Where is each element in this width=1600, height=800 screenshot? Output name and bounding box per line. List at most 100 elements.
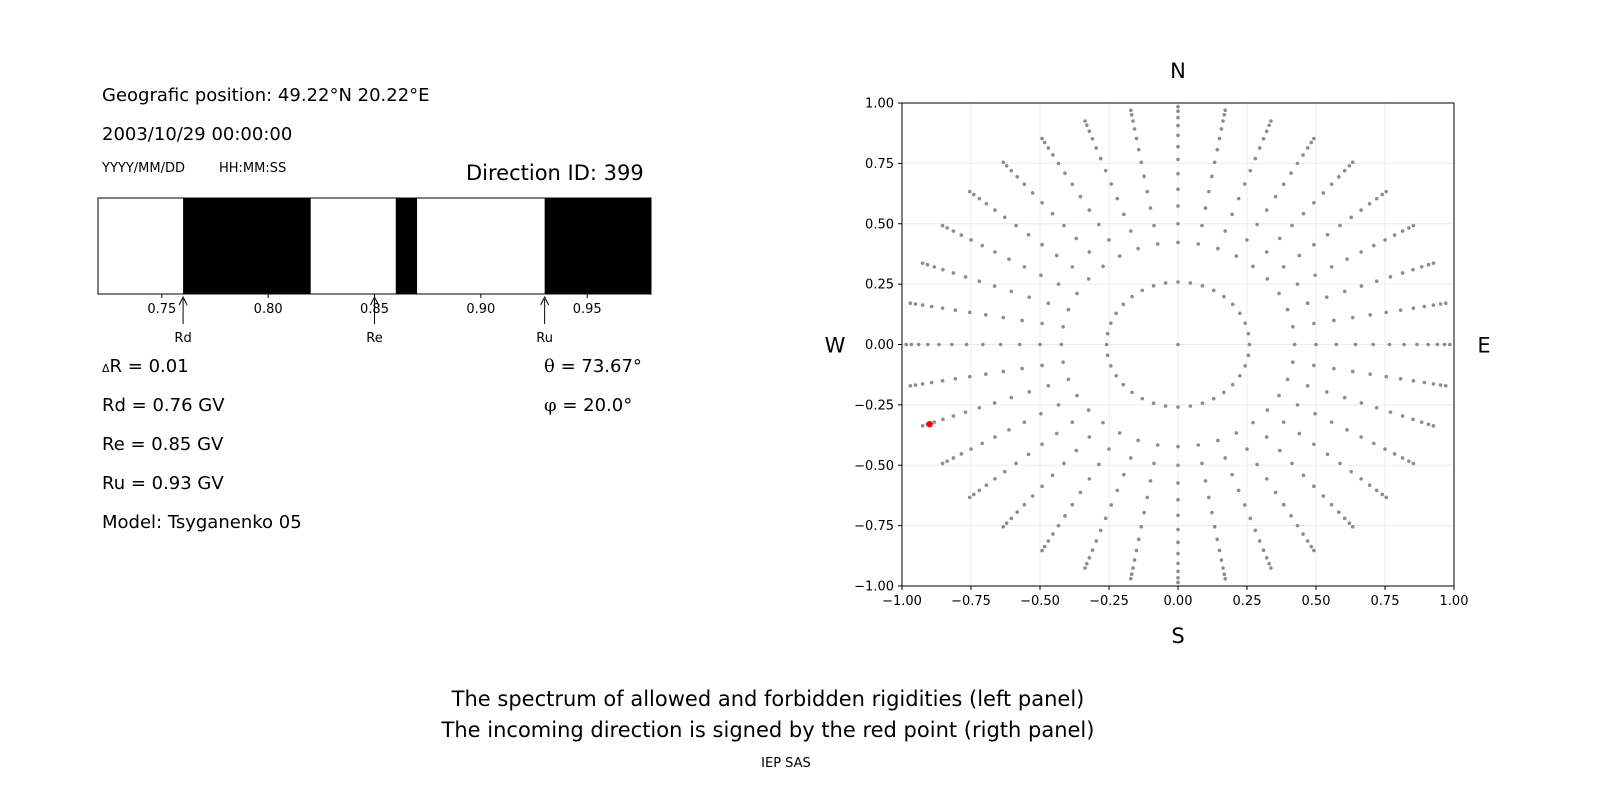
map-y-tick-label: −0.25 [854,398,894,413]
direction-point [1001,160,1006,165]
direction-point [1277,448,1282,453]
direction-point [1176,575,1180,580]
direction-point [1066,307,1071,312]
direction-point [967,374,972,379]
direction-point [1297,431,1302,436]
direction-point [1251,420,1255,425]
direction-point [1297,253,1302,258]
direction-point [1042,140,1047,145]
direction-point [1367,202,1372,206]
direction-point [1285,377,1290,382]
direction-point [909,342,914,347]
direction-point [1345,257,1349,261]
direction-point [984,202,989,206]
direction-point [1238,373,1242,378]
direction-point [1176,133,1180,138]
direction-point [1295,282,1300,286]
direction-point [969,238,973,242]
direction-point [964,342,969,347]
marker-arrowhead-rd [178,295,188,306]
direction-point [1301,473,1306,478]
direction-point [1104,342,1109,347]
direction-point [1251,264,1255,269]
direction-point [1371,342,1375,347]
direction-point [1388,410,1393,414]
direction-point [1431,424,1436,428]
direction-point [1148,206,1153,210]
direction-point [1219,127,1224,131]
direction-point [1349,215,1353,220]
rd-value: Rd = 0.76 GV [102,395,225,416]
direction-point [904,342,908,347]
direction-point [1277,236,1282,241]
direction-point [980,243,985,248]
direction-point [1087,477,1092,481]
direction-point [1083,566,1087,570]
direction-point [1211,288,1216,293]
direction-point [1176,540,1180,545]
direction-point [1062,223,1066,228]
direction-point [1338,461,1342,466]
direction-point [1212,160,1217,165]
direction-point [1367,483,1372,487]
direction-point [1176,444,1180,449]
footer-label: IEP SAS [761,756,811,771]
direction-point [1350,160,1355,165]
direction-point [1121,302,1126,307]
datetime: 2003/10/29 00:00:00 [102,124,293,145]
direction-point [1109,321,1113,325]
direction-point [1074,448,1079,453]
direction-point [1269,119,1273,123]
direction-point [1359,401,1364,405]
direction-point [1359,477,1363,481]
direction-point [1015,175,1020,179]
direction-point [937,342,941,347]
direction-point [1261,137,1266,141]
direction-point [1359,435,1363,439]
direction-point [1264,208,1269,212]
direction-point [963,410,968,414]
direction-point [1176,280,1180,284]
direction-point [1238,311,1242,316]
direction-point [1176,204,1180,208]
direction-point [1309,544,1314,549]
direction-point [1200,461,1204,466]
direction-point [981,342,985,347]
direction-point [1324,295,1329,299]
direction-point [1242,503,1247,507]
direction-point [1301,153,1305,157]
direction-point [969,447,973,451]
direction-point [1387,342,1392,347]
direction-point [1415,342,1419,347]
direction-point [929,304,934,309]
direction-point [1255,462,1259,467]
direction-point [993,208,997,212]
direction-point [1117,431,1122,435]
theta-text: = 73.67° [554,356,642,377]
direction-point [1001,315,1006,320]
caption-line-2: The incoming direction is signed by the … [441,718,1095,742]
theta-value: θ = 73.67° [544,358,642,376]
map-y-tick-label: 0.25 [865,278,894,293]
direction-point [1176,527,1180,532]
direction-point [1014,223,1018,228]
direction-point [1105,353,1110,358]
direction-point [1216,246,1220,251]
direction-point [1140,396,1145,401]
direction-point [1217,548,1222,553]
direction-point [1134,136,1139,141]
map-y-tick-label: −0.75 [854,519,894,534]
direction-point [1374,196,1379,201]
ru-value: Ru = 0.93 GV [102,473,224,494]
direction-point [1101,264,1105,269]
delta-r: ΔR = 0.01 [102,358,189,376]
direction-point [1230,472,1234,477]
direction-point [1004,164,1009,168]
direction-point [1290,223,1294,228]
geographic-position: Geografic position: 49.22°N 20.22°E [102,85,430,106]
direction-point [992,401,997,405]
direction-point [1392,233,1397,237]
direction-point [959,233,964,237]
caption-line-1: The spectrum of allowed and forbidden ri… [451,687,1085,711]
direction-point [1219,558,1224,562]
